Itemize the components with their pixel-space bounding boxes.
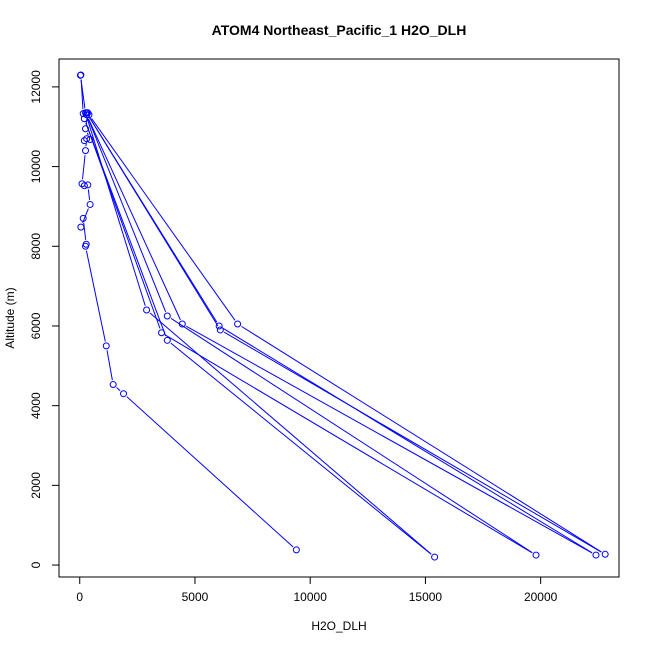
x-tick-label: 20000 <box>524 590 558 604</box>
series-segment <box>86 116 146 306</box>
series-segment <box>241 325 602 553</box>
y-tick-label: 8000 <box>29 233 43 260</box>
data-point <box>82 240 90 248</box>
series-segment <box>88 116 219 327</box>
data-point <box>158 329 166 337</box>
data-point <box>234 320 242 328</box>
y-tick-label: 6000 <box>29 312 43 339</box>
series-segment <box>126 396 294 548</box>
y-axis-label: Altitude (m) <box>3 287 17 348</box>
data-point <box>76 71 84 79</box>
data-point <box>601 550 609 558</box>
series-segment <box>149 312 432 555</box>
data-point <box>82 125 90 133</box>
series-lines <box>80 79 602 555</box>
series-segment <box>86 132 89 136</box>
data-point <box>86 200 94 208</box>
series-segment <box>82 155 86 180</box>
series-segment <box>88 118 181 321</box>
data-point <box>532 551 540 559</box>
data-point <box>83 109 91 117</box>
y-axis: 0 2000 4000 6000 8000 10000 12000 <box>29 70 60 568</box>
data-point <box>120 390 128 398</box>
data-point <box>77 223 85 231</box>
data-point <box>109 381 117 389</box>
data-point <box>216 326 224 334</box>
x-tick-label: 5000 <box>182 590 209 604</box>
data-point <box>431 553 439 561</box>
series-segment <box>87 118 167 313</box>
series-segment <box>106 350 113 381</box>
y-tick-label: 12000 <box>29 70 43 104</box>
plot-frame <box>58 58 620 578</box>
x-tick-label: 15000 <box>409 590 443 604</box>
y-tick-label: 2000 <box>29 472 43 499</box>
series-segment <box>223 331 602 553</box>
data-point <box>163 312 171 320</box>
data-point <box>86 135 94 143</box>
data-point <box>215 322 223 330</box>
series-segment <box>116 387 121 392</box>
x-tick-label: 10000 <box>294 590 328 604</box>
data-point <box>163 336 171 344</box>
data-point <box>82 147 90 155</box>
data-point <box>292 546 300 554</box>
x-axis-label: H2O_DLH <box>311 619 366 633</box>
series-points <box>76 71 609 561</box>
series-segment <box>165 334 533 554</box>
x-tick-label: 0 <box>76 590 83 604</box>
data-point <box>178 320 186 328</box>
series-segment <box>80 79 86 109</box>
series-segment <box>85 250 106 342</box>
data-point <box>80 115 88 123</box>
series-segment <box>185 325 593 554</box>
y-tick-label: 0 <box>29 561 43 568</box>
y-tick-label: 10000 <box>29 150 43 184</box>
series-segment <box>87 189 91 201</box>
y-tick-label: 4000 <box>29 392 43 419</box>
data-point <box>80 182 88 190</box>
chart-title: ATOM4 Northeast_Pacific_1 H2O_DLH <box>212 22 467 38</box>
data-point <box>83 111 91 119</box>
data-point <box>592 551 600 559</box>
x-axis: 0 5000 10000 15000 20000 <box>76 576 558 604</box>
series-segment <box>170 342 432 555</box>
data-point <box>102 342 110 350</box>
series-segment <box>170 318 533 554</box>
data-point <box>78 180 86 188</box>
series-segment <box>85 122 161 329</box>
data-point <box>143 306 151 314</box>
series-segment <box>222 327 593 554</box>
data-point <box>79 214 87 222</box>
data-point <box>85 111 93 119</box>
series-segment <box>85 122 167 337</box>
series-segment <box>83 222 87 240</box>
series-segment <box>91 118 236 321</box>
data-point <box>83 135 91 143</box>
